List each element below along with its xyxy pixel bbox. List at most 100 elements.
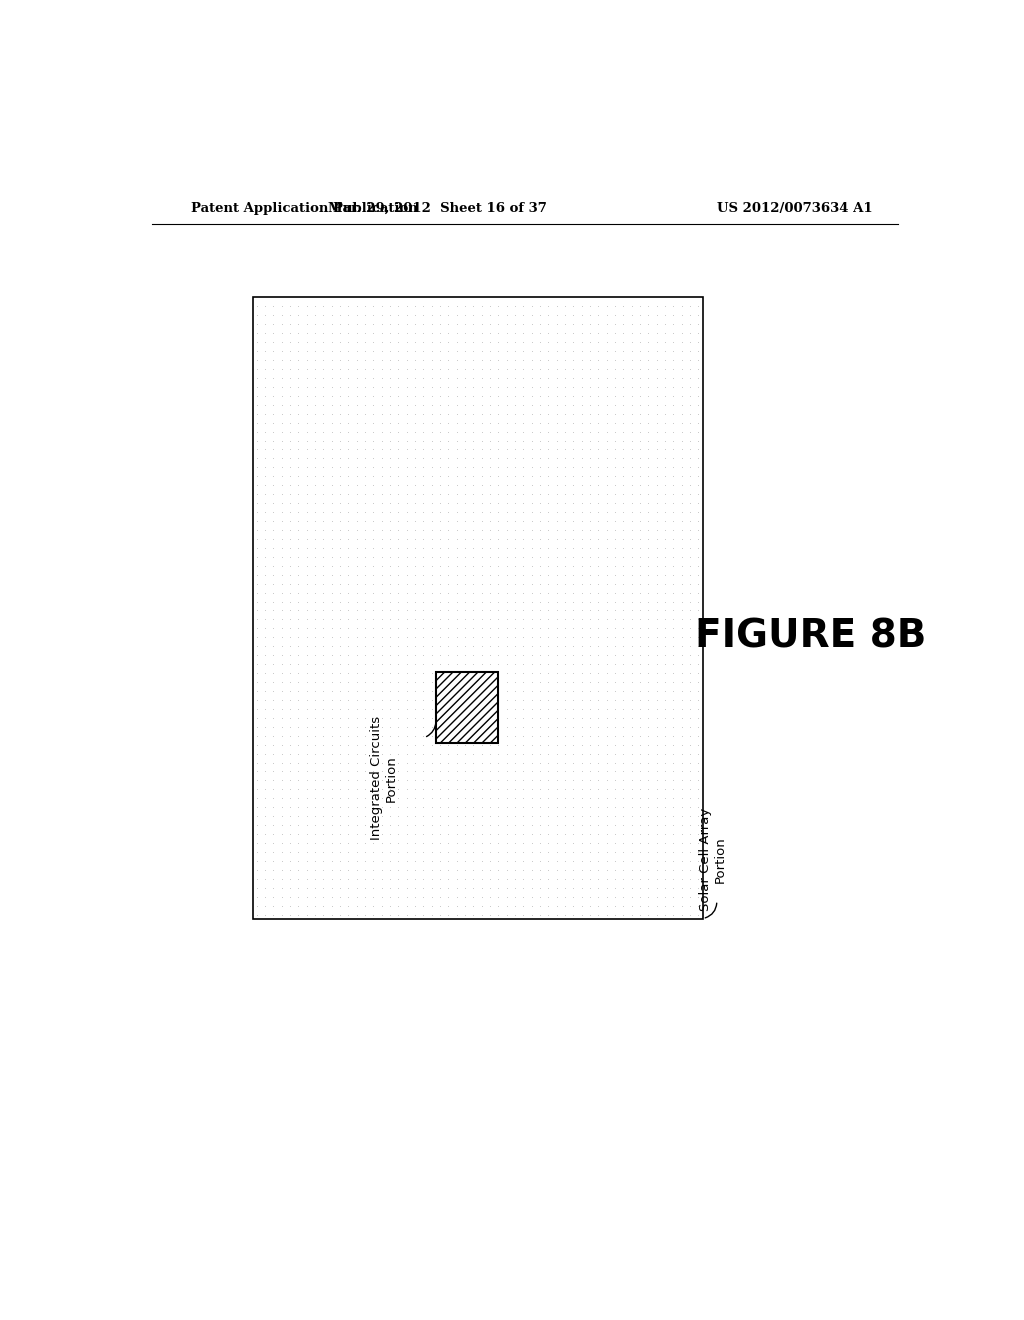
Point — [315, 708, 332, 729]
Point — [365, 331, 381, 352]
Point — [465, 805, 481, 826]
Point — [332, 359, 348, 380]
Point — [265, 582, 282, 603]
Point — [423, 385, 439, 407]
Point — [324, 546, 340, 568]
Point — [307, 305, 324, 326]
Point — [365, 511, 381, 532]
Point — [257, 627, 273, 648]
Point — [573, 440, 590, 461]
Point — [340, 886, 356, 907]
Point — [348, 466, 365, 487]
Point — [440, 341, 457, 362]
Point — [398, 599, 415, 620]
Point — [531, 430, 548, 451]
Point — [481, 743, 498, 764]
Point — [648, 359, 665, 380]
Point — [324, 708, 340, 729]
Point — [582, 895, 598, 916]
Point — [565, 305, 582, 326]
Point — [682, 814, 698, 836]
Point — [648, 653, 665, 675]
Point — [265, 743, 282, 764]
Point — [515, 367, 531, 388]
Point — [356, 833, 373, 854]
Point — [307, 850, 324, 871]
Point — [540, 886, 556, 907]
Point — [682, 296, 698, 317]
Point — [473, 447, 489, 469]
Point — [415, 850, 431, 871]
Point — [640, 440, 656, 461]
Point — [324, 483, 340, 504]
Point — [656, 672, 673, 693]
Point — [390, 663, 407, 684]
Point — [598, 743, 614, 764]
Point — [290, 904, 306, 925]
Point — [432, 779, 449, 800]
Point — [332, 689, 348, 710]
Point — [507, 833, 523, 854]
Point — [374, 689, 390, 710]
Point — [499, 814, 515, 836]
Point — [549, 296, 565, 317]
Point — [490, 824, 507, 845]
Point — [398, 430, 415, 451]
Point — [624, 483, 640, 504]
Point — [332, 421, 348, 442]
Point — [332, 698, 348, 719]
Point — [557, 395, 573, 416]
Point — [515, 591, 531, 612]
Point — [457, 627, 473, 648]
Point — [531, 573, 548, 594]
Point — [690, 814, 707, 836]
Point — [315, 475, 332, 496]
Point — [340, 627, 356, 648]
Point — [549, 591, 565, 612]
Point — [356, 599, 373, 620]
Point — [356, 421, 373, 442]
Point — [590, 698, 606, 719]
Point — [249, 502, 265, 523]
Point — [557, 475, 573, 496]
Point — [590, 814, 606, 836]
Point — [407, 824, 423, 845]
Point — [540, 556, 556, 577]
Point — [307, 403, 324, 424]
Point — [365, 859, 381, 880]
Point — [432, 466, 449, 487]
Point — [415, 904, 431, 925]
Point — [499, 850, 515, 871]
Point — [565, 341, 582, 362]
Point — [315, 502, 332, 523]
Point — [290, 878, 306, 899]
Point — [273, 680, 290, 701]
Point — [656, 520, 673, 541]
FancyArrowPatch shape — [706, 903, 717, 917]
Point — [490, 305, 507, 326]
Point — [624, 824, 640, 845]
Point — [390, 457, 407, 478]
Point — [557, 859, 573, 880]
Point — [457, 779, 473, 800]
Point — [265, 440, 282, 461]
Point — [332, 546, 348, 568]
Point — [290, 475, 306, 496]
Point — [632, 520, 648, 541]
Point — [690, 760, 707, 781]
Point — [632, 591, 648, 612]
Point — [374, 475, 390, 496]
Point — [665, 573, 681, 594]
Point — [423, 466, 439, 487]
Point — [348, 599, 365, 620]
Point — [249, 520, 265, 541]
Point — [249, 708, 265, 729]
Point — [565, 609, 582, 630]
Point — [590, 412, 606, 433]
Point — [374, 502, 390, 523]
Point — [499, 591, 515, 612]
Point — [449, 537, 465, 558]
Point — [315, 627, 332, 648]
Point — [423, 609, 439, 630]
Point — [490, 869, 507, 890]
